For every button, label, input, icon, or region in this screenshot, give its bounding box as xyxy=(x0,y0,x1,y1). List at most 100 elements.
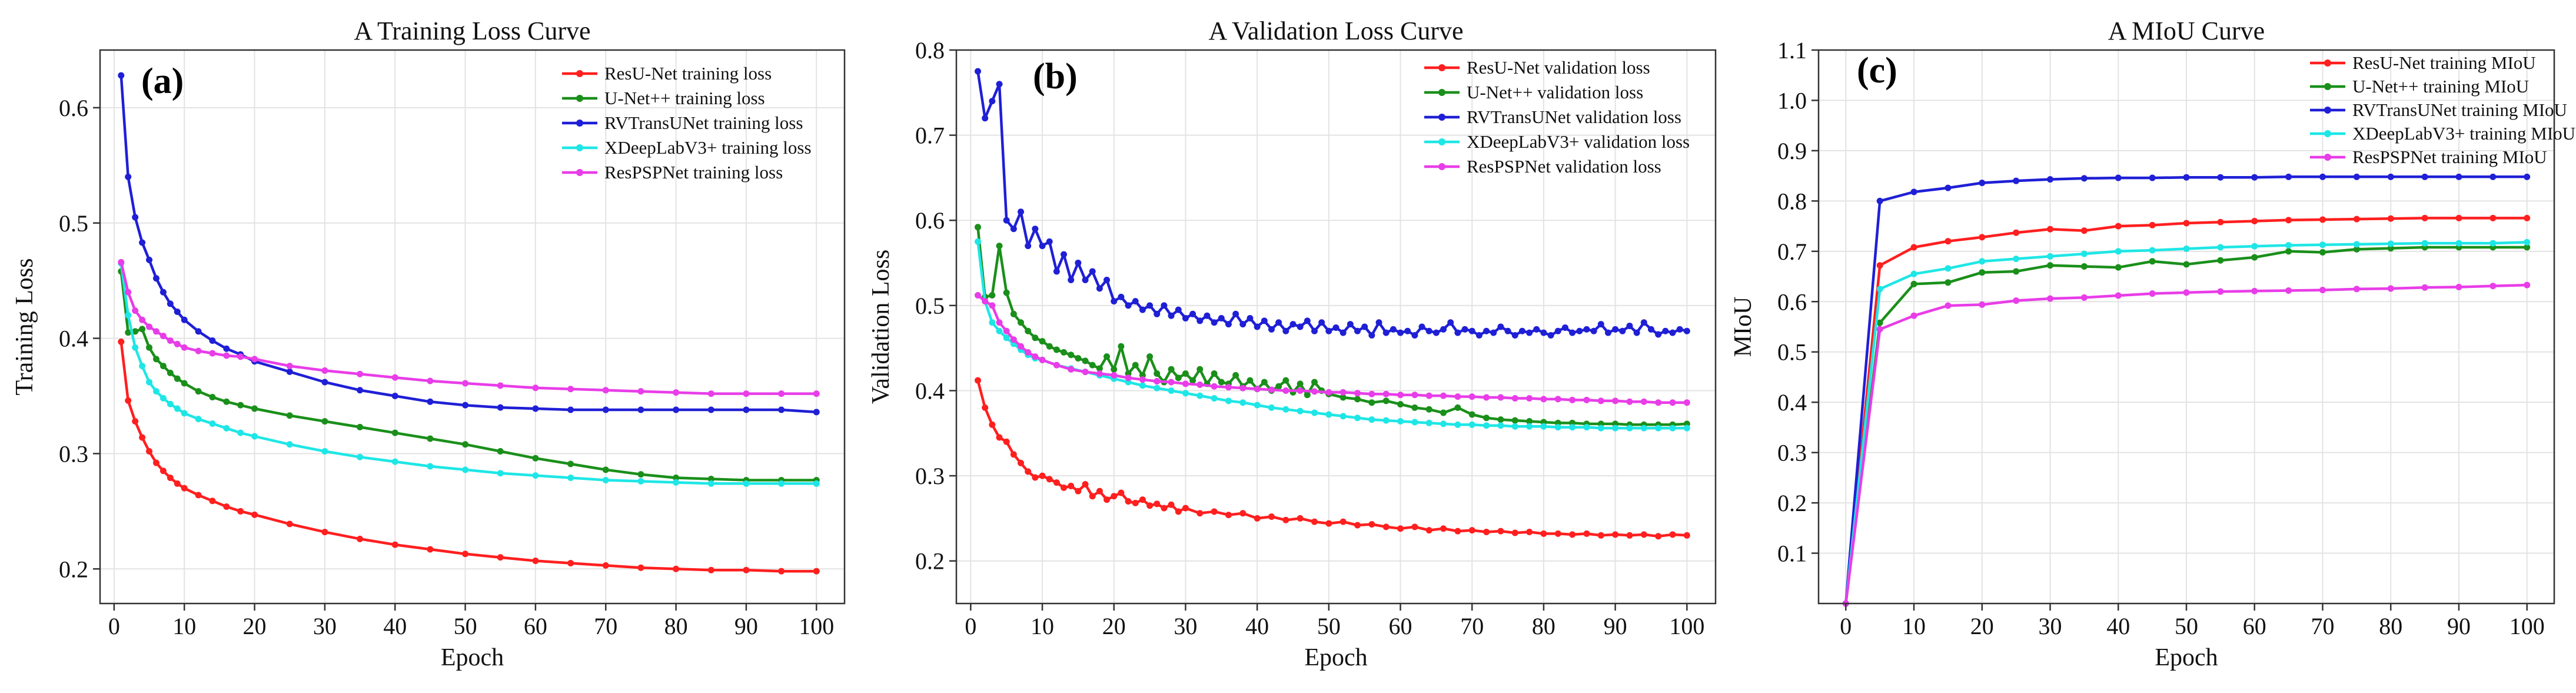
data-point xyxy=(1504,327,1511,334)
data-point xyxy=(286,363,293,370)
data-point xyxy=(2251,218,2258,225)
data-point xyxy=(1268,513,1275,520)
data-point xyxy=(1189,377,1196,384)
data-point xyxy=(1626,425,1633,432)
data-point xyxy=(1261,379,1268,386)
data-point xyxy=(778,390,785,397)
data-point xyxy=(167,300,174,307)
data-point xyxy=(1089,268,1096,275)
y-tick-label: 1.0 xyxy=(1777,87,1807,114)
data-point xyxy=(1218,379,1225,386)
series-line xyxy=(976,71,1687,337)
data-point xyxy=(1275,383,1282,390)
data-point xyxy=(251,511,258,518)
data-point xyxy=(357,453,364,460)
series-respspnet xyxy=(975,291,1690,406)
data-point xyxy=(1161,505,1168,512)
data-point xyxy=(707,406,714,413)
plot-frame xyxy=(955,49,1717,605)
data-point xyxy=(1497,394,1504,401)
data-point xyxy=(1096,488,1103,495)
data-point xyxy=(2421,173,2428,180)
data-point xyxy=(2489,240,2497,247)
data-point xyxy=(427,398,434,405)
y-tick-label: 0.8 xyxy=(915,37,945,64)
data-point xyxy=(1175,306,1182,313)
data-point xyxy=(1297,387,1304,394)
data-point xyxy=(2285,173,2292,180)
data-point xyxy=(497,448,504,455)
x-tick-label: 70 xyxy=(594,613,617,639)
data-point xyxy=(989,98,996,105)
data-point xyxy=(1139,306,1146,313)
series-rvtransunet xyxy=(1842,173,2531,607)
data-point xyxy=(1468,527,1475,534)
data-point xyxy=(1511,423,1518,430)
data-point xyxy=(1411,331,1418,339)
data-point xyxy=(996,327,1003,334)
data-point xyxy=(2047,176,2054,183)
data-point xyxy=(2115,264,2122,271)
data-point xyxy=(1397,329,1404,336)
data-point xyxy=(1612,326,1619,333)
x-tick-label: 0 xyxy=(108,613,120,639)
data-point xyxy=(1068,482,1075,489)
data-point xyxy=(1018,208,1025,215)
data-point xyxy=(1626,398,1633,405)
data-point xyxy=(1282,327,1289,334)
data-point xyxy=(1061,484,1068,491)
y-tick-label: 0.6 xyxy=(1777,289,1807,315)
data-point xyxy=(1483,327,1490,334)
data-point xyxy=(1247,377,1254,384)
data-point xyxy=(1154,384,1161,392)
data-point xyxy=(2080,175,2088,182)
data-point xyxy=(2149,247,2156,254)
data-point xyxy=(1454,421,1461,428)
data-point xyxy=(1876,319,1883,326)
data-point xyxy=(1454,404,1461,411)
data-point xyxy=(174,480,181,487)
data-point xyxy=(602,387,609,394)
data-point xyxy=(2524,173,2531,180)
data-point xyxy=(132,418,139,425)
data-point xyxy=(2251,254,2258,261)
legend-marker xyxy=(1438,163,1445,170)
data-point xyxy=(1282,377,1289,384)
data-point xyxy=(2319,241,2326,248)
data-point xyxy=(391,429,398,436)
data-point xyxy=(1597,425,1604,432)
data-point xyxy=(1382,329,1390,336)
data-point xyxy=(1039,243,1046,250)
data-point xyxy=(1468,393,1475,400)
data-point xyxy=(1254,323,1261,330)
data-point xyxy=(1404,327,1411,334)
data-point xyxy=(195,492,202,499)
x-tick-label: 80 xyxy=(664,613,688,639)
data-point xyxy=(1132,298,1139,305)
data-point xyxy=(1454,393,1461,400)
data-point xyxy=(125,397,132,404)
data-point xyxy=(2285,217,2292,224)
legend-label: ResU-Net training MIoU xyxy=(2352,52,2536,73)
data-point xyxy=(1182,370,1189,377)
y-tick-label: 0.4 xyxy=(59,326,88,352)
data-point xyxy=(1425,419,1432,426)
data-point xyxy=(2149,258,2156,265)
data-point xyxy=(167,369,174,376)
x-tick-label: 50 xyxy=(2175,613,2198,639)
data-point xyxy=(2183,261,2190,268)
series-resu-net xyxy=(975,377,1690,540)
data-point xyxy=(2047,253,2054,260)
data-point xyxy=(181,485,188,492)
data-point xyxy=(1318,319,1325,326)
data-point xyxy=(251,433,258,440)
x-tick-label: 100 xyxy=(799,613,834,639)
data-point xyxy=(181,410,188,417)
data-point xyxy=(1490,329,1497,336)
data-point xyxy=(1483,394,1490,401)
data-point xyxy=(1168,501,1175,508)
data-point xyxy=(1669,531,1676,538)
y-axis-label: Training Loss xyxy=(11,258,38,396)
data-point xyxy=(1225,321,1232,328)
legend: ResU-Net validation loss U-Net++ validati… xyxy=(1424,57,1690,177)
